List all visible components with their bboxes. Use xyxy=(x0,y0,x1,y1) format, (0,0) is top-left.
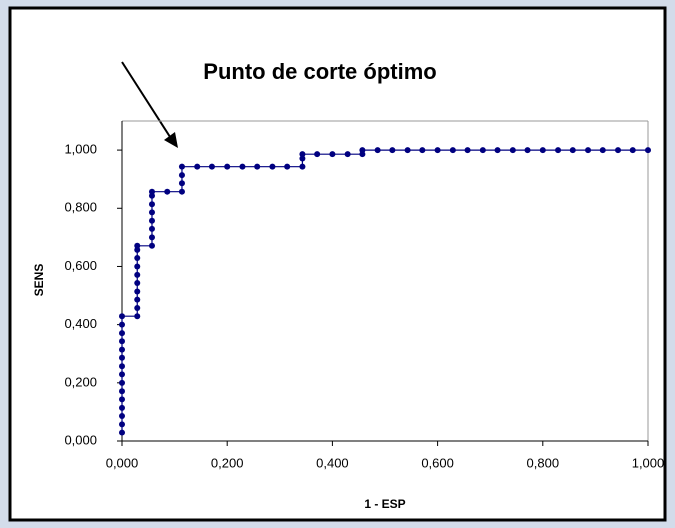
point xyxy=(374,147,381,154)
point xyxy=(494,147,501,154)
point xyxy=(119,363,125,370)
point xyxy=(134,288,141,295)
point xyxy=(148,209,155,216)
point xyxy=(299,155,306,162)
point xyxy=(119,404,125,411)
x-axis-title: 1 - ESP xyxy=(364,497,405,511)
point xyxy=(134,305,141,312)
y-tick-label: 0,000 xyxy=(64,432,97,447)
y-tick-label: 1,000 xyxy=(64,142,97,157)
point xyxy=(434,147,441,154)
point xyxy=(178,172,185,179)
point xyxy=(148,234,155,241)
point xyxy=(419,147,426,154)
point xyxy=(299,163,306,170)
point xyxy=(599,147,606,154)
y-axis-title: SENS xyxy=(32,264,46,297)
point xyxy=(359,147,366,154)
x-tick-label: 0,000 xyxy=(106,455,139,470)
point xyxy=(569,147,576,154)
point xyxy=(119,338,125,345)
point xyxy=(119,379,125,386)
point xyxy=(119,412,125,419)
point xyxy=(284,163,291,170)
point xyxy=(269,163,276,170)
point xyxy=(134,263,141,270)
point xyxy=(134,296,141,303)
point xyxy=(119,396,125,403)
point xyxy=(119,346,125,353)
point xyxy=(344,151,351,158)
point xyxy=(119,388,125,395)
x-tick-label: 1,000 xyxy=(632,455,665,470)
annotation: Punto de corte óptimo xyxy=(203,59,436,84)
point xyxy=(239,163,246,170)
point xyxy=(119,429,125,436)
point xyxy=(539,147,546,154)
point xyxy=(119,421,125,428)
y-tick-label: 0,800 xyxy=(64,200,97,215)
y-tick-label: 0,600 xyxy=(64,258,97,273)
point xyxy=(299,151,306,158)
point xyxy=(178,163,185,170)
x-tick-label: 0,800 xyxy=(527,455,560,470)
point xyxy=(148,201,155,208)
point xyxy=(464,147,471,154)
point xyxy=(134,280,141,287)
point xyxy=(224,163,231,170)
point xyxy=(119,371,125,378)
point xyxy=(164,188,171,195)
x-tick-label: 0,600 xyxy=(421,455,454,470)
point xyxy=(119,321,125,328)
point xyxy=(629,147,636,154)
point xyxy=(134,255,141,262)
point xyxy=(555,147,562,154)
point xyxy=(404,147,411,154)
chart-frame xyxy=(8,6,667,522)
y-tick-label: 0,400 xyxy=(64,316,97,331)
point xyxy=(148,188,155,195)
point xyxy=(208,163,215,170)
point xyxy=(449,147,456,154)
point xyxy=(148,217,155,224)
x-tick-label: 0,200 xyxy=(211,455,244,470)
point xyxy=(585,147,592,154)
point xyxy=(134,271,141,278)
point xyxy=(119,313,125,320)
point xyxy=(389,147,396,154)
point xyxy=(194,163,201,170)
point xyxy=(119,354,125,361)
x-tick-label: 0,400 xyxy=(316,455,349,470)
annotation-arrow xyxy=(121,61,173,141)
point xyxy=(134,313,141,320)
y-tick-label: 0,200 xyxy=(64,374,97,389)
point xyxy=(148,242,155,249)
point xyxy=(329,151,336,158)
point xyxy=(479,147,486,154)
point xyxy=(148,225,155,232)
point xyxy=(615,147,622,154)
point xyxy=(119,330,125,337)
arrow-head xyxy=(164,132,178,148)
point xyxy=(134,242,141,249)
point xyxy=(178,180,185,187)
point xyxy=(524,147,531,154)
point xyxy=(314,151,321,158)
point xyxy=(254,163,261,170)
point xyxy=(178,188,185,195)
point xyxy=(645,147,651,154)
point xyxy=(509,147,516,154)
